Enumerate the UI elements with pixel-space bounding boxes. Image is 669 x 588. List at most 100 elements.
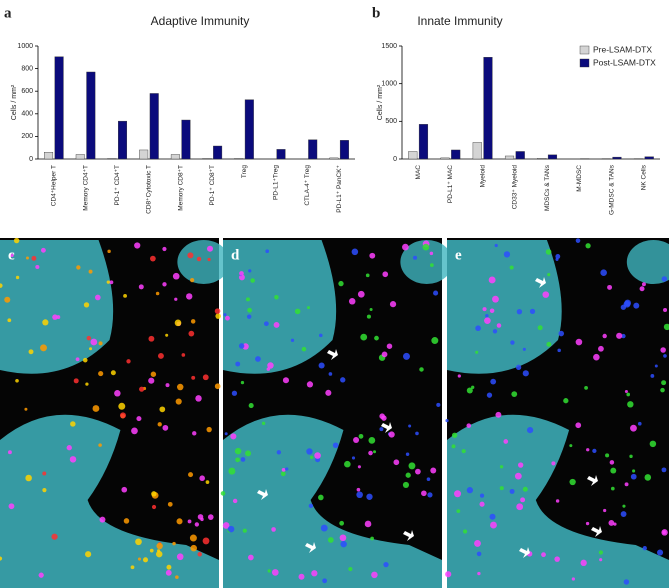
cell <box>520 497 526 503</box>
cell <box>25 256 29 260</box>
cell <box>248 269 252 273</box>
cell <box>223 313 227 317</box>
cell <box>235 457 241 463</box>
cell <box>52 314 58 320</box>
cell <box>365 273 370 278</box>
cell <box>516 309 523 315</box>
cell <box>466 387 473 394</box>
cell <box>522 347 526 351</box>
cell <box>609 460 615 465</box>
cell <box>90 338 98 346</box>
cell <box>176 383 184 391</box>
cell <box>165 569 172 576</box>
cell <box>482 307 487 312</box>
cell <box>366 314 371 319</box>
bar <box>644 156 654 160</box>
cell <box>148 335 155 342</box>
cell <box>412 255 418 260</box>
cell <box>382 271 389 278</box>
cell <box>202 537 210 545</box>
cell <box>445 571 452 578</box>
cell <box>492 295 499 303</box>
cell <box>197 514 204 520</box>
cell <box>51 533 58 540</box>
cell <box>499 465 504 469</box>
cell <box>187 252 194 259</box>
cell <box>76 265 81 270</box>
bar <box>612 156 622 160</box>
cell <box>641 282 646 287</box>
cell <box>593 353 600 361</box>
cell <box>360 333 368 341</box>
cell <box>545 249 552 255</box>
cell <box>42 488 47 493</box>
x-tick-label: CTLA-4⁺ Treg <box>304 165 311 206</box>
cell <box>421 490 427 497</box>
y-axis-label: Cells / mm² <box>377 84 384 120</box>
bar <box>408 151 418 160</box>
cell <box>509 488 515 494</box>
cell <box>503 439 509 444</box>
cell <box>130 565 135 570</box>
cell <box>136 416 142 422</box>
cell <box>247 307 252 313</box>
cell <box>107 249 111 254</box>
cell <box>575 238 581 243</box>
cell <box>495 411 502 418</box>
cell <box>509 265 514 270</box>
cell <box>195 395 202 402</box>
cell <box>172 272 180 280</box>
legend-label: Pre-LSAM-DTX <box>593 44 652 54</box>
panel-label: e <box>455 247 462 263</box>
cell <box>306 381 314 388</box>
cell <box>196 256 202 262</box>
cell <box>205 480 210 484</box>
x-tick-label: NK Cells <box>641 164 648 190</box>
cell <box>462 529 468 534</box>
cell <box>134 242 141 249</box>
cell <box>610 467 617 474</box>
cell <box>214 383 221 390</box>
arrow <box>305 542 316 553</box>
bar <box>276 149 286 160</box>
cell <box>610 486 615 491</box>
cell <box>383 562 389 568</box>
cell <box>206 245 214 252</box>
cell <box>276 450 282 455</box>
cell <box>121 486 128 493</box>
cell <box>415 431 419 436</box>
cell <box>166 564 172 570</box>
bar <box>234 158 244 160</box>
cell <box>542 291 550 298</box>
cell <box>466 423 472 428</box>
cell <box>511 391 518 398</box>
cell <box>13 237 20 244</box>
cell <box>189 534 197 542</box>
cell <box>592 448 597 453</box>
cell <box>181 353 186 357</box>
cell <box>490 521 497 529</box>
cell <box>451 432 458 438</box>
cell <box>320 524 328 532</box>
cell <box>510 340 515 345</box>
tissue <box>177 240 230 284</box>
cell <box>187 519 192 524</box>
cell <box>190 319 196 324</box>
bar <box>308 139 318 160</box>
bar <box>107 158 117 160</box>
cell <box>571 577 576 581</box>
cell <box>644 474 652 481</box>
cell <box>235 361 241 367</box>
cell <box>475 350 479 354</box>
cell <box>318 333 323 338</box>
cell <box>661 380 667 386</box>
cell <box>248 403 254 409</box>
cell <box>191 375 196 380</box>
cell <box>477 571 481 576</box>
cell <box>603 508 607 513</box>
cell <box>42 319 49 326</box>
cell <box>35 264 40 270</box>
cell <box>172 541 176 546</box>
cell <box>580 559 587 567</box>
cell <box>231 390 238 396</box>
